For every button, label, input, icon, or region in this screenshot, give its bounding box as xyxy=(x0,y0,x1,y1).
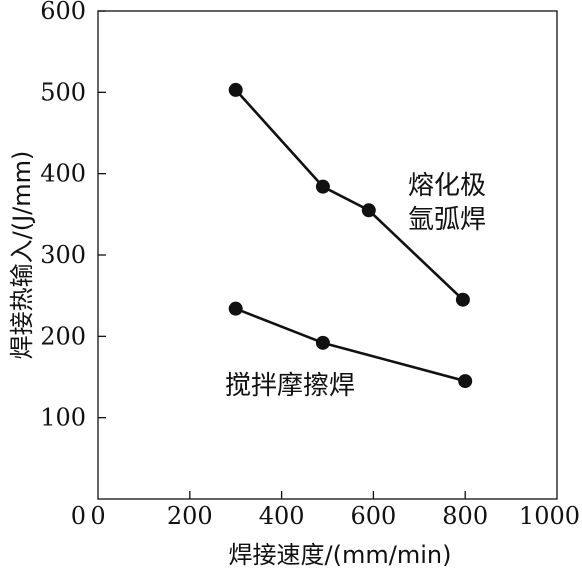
y-axis-ticks: 100 200 300 400 500 600 xyxy=(40,0,106,432)
y-tick-label: 100 xyxy=(40,404,86,432)
series-0-point xyxy=(315,179,330,194)
y-tick-label: 400 xyxy=(40,160,86,188)
series-label-mig-line1: 熔化极 xyxy=(408,171,486,201)
series-1-point xyxy=(228,301,243,316)
x-axis-title: 焊接速度/(mm/min) xyxy=(229,541,452,569)
x-tick-label: 800 xyxy=(442,502,488,530)
x-tick-label: 0 xyxy=(90,502,105,530)
series-1-point xyxy=(315,335,330,350)
series-0-point xyxy=(361,203,376,218)
series-layer xyxy=(228,82,473,389)
x-axis-ticks: 0 200 400 600 800 1000 xyxy=(90,491,580,530)
series-label-mig-line2: 氩弧焊 xyxy=(408,205,486,235)
y-tick-label: 300 xyxy=(40,241,86,269)
series-1-point xyxy=(458,374,473,389)
x-tick-label: 1000 xyxy=(519,502,580,530)
y-tick-label: 200 xyxy=(40,322,86,350)
series-0-line xyxy=(234,89,464,301)
y-origin-label: 0 xyxy=(71,502,86,530)
y-tick-label: 600 xyxy=(40,0,86,25)
x-tick-label: 200 xyxy=(167,502,213,530)
series-label-fsw: 搅拌摩擦焊 xyxy=(225,371,355,401)
series-0-point xyxy=(228,82,243,97)
plot-frame xyxy=(97,10,558,500)
series-0-point xyxy=(455,292,470,307)
x-tick-label: 400 xyxy=(259,502,305,530)
y-axis-title: 焊接热输入/(J/mm) xyxy=(8,151,36,360)
y-tick-label: 500 xyxy=(40,78,86,106)
x-tick-label: 600 xyxy=(350,502,396,530)
